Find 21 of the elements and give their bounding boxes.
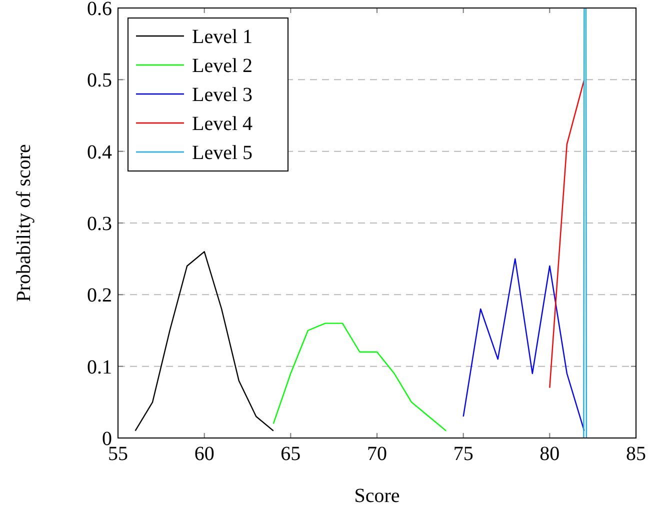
x-tick-label: 85 bbox=[626, 443, 646, 465]
line-series bbox=[134, 251, 274, 432]
x-tick-label: 80 bbox=[540, 443, 560, 465]
x-tick-label: 70 bbox=[367, 443, 387, 465]
y-tick-label: 0.5 bbox=[87, 70, 112, 92]
x-axis-title: Score bbox=[354, 485, 400, 507]
y-tick-label: 0.1 bbox=[87, 356, 112, 378]
y-axis-title: Probability of score bbox=[13, 144, 35, 302]
y-tick-label: 0.2 bbox=[87, 284, 112, 307]
y-tick-label: 0.6 bbox=[87, 0, 112, 20]
legend-label: Level 2 bbox=[192, 55, 253, 77]
legend-label: Level 5 bbox=[192, 142, 253, 164]
x-tick-label: 60 bbox=[194, 443, 214, 465]
y-tick-label: 0.4 bbox=[87, 141, 112, 164]
line-series bbox=[272, 322, 447, 432]
x-tick-label: 65 bbox=[280, 443, 301, 465]
legend-label: Level 4 bbox=[192, 113, 253, 135]
x-tick-label: 75 bbox=[453, 443, 474, 465]
legend-label: Level 3 bbox=[192, 84, 253, 106]
y-tick-label: 0.3 bbox=[87, 213, 112, 235]
legend-label: Level 1 bbox=[192, 26, 253, 48]
